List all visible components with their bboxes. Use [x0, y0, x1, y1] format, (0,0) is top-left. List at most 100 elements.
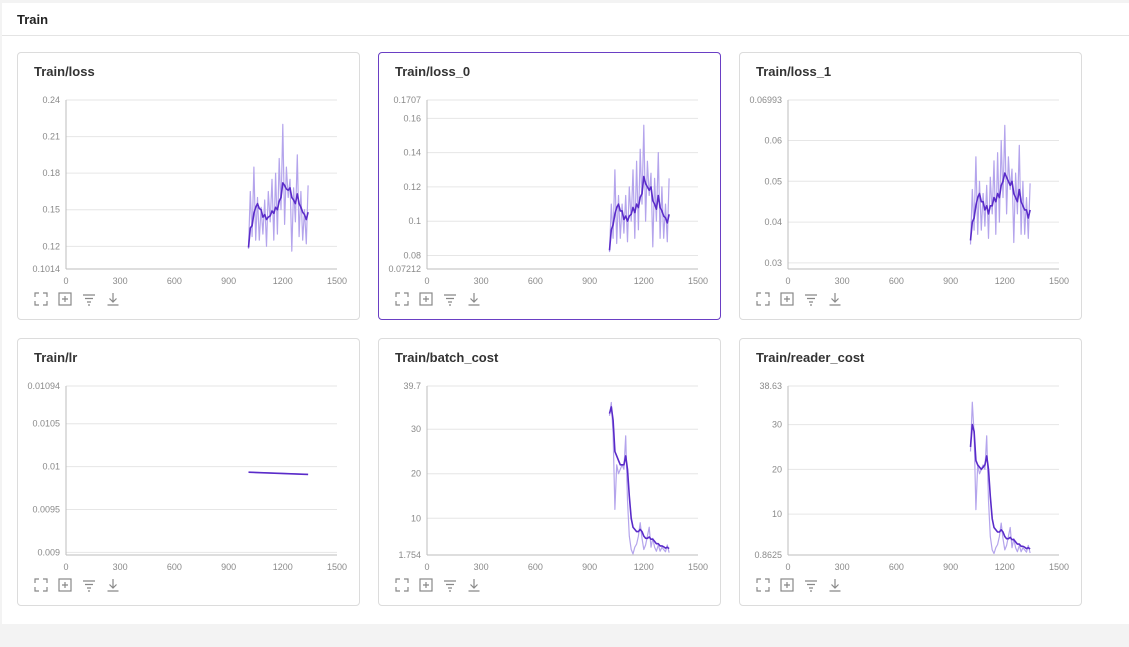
download-icon[interactable] — [105, 291, 121, 307]
expand-icon[interactable] — [755, 577, 771, 593]
x-tick-label: 600 — [167, 276, 182, 286]
chart-card[interactable]: Train/loss 0.24 0.21 0.18 0.15 0.12 0.1014 0 300… — [17, 52, 360, 320]
raw-series-line — [247, 123, 309, 252]
raw-series-line — [608, 124, 670, 253]
x-tick-label: 0 — [63, 562, 68, 572]
download-icon[interactable] — [827, 577, 843, 593]
fit-icon[interactable] — [57, 291, 73, 307]
x-tick-label: 1500 — [688, 562, 708, 572]
x-tick-label: 600 — [889, 562, 904, 572]
filter-icon[interactable] — [442, 577, 458, 593]
y-tick-label: 38.63 — [759, 381, 782, 391]
x-tick-label: 300 — [113, 276, 128, 286]
chart-toolbar — [755, 291, 843, 307]
y-tick-label: 30 — [411, 424, 421, 434]
filter-icon[interactable] — [442, 291, 458, 307]
x-tick-label: 1200 — [995, 562, 1015, 572]
y-tick-label: 10 — [772, 509, 782, 519]
y-tick-label: 0.01 — [42, 462, 60, 472]
y-tick-label: 0.03 — [764, 258, 782, 268]
y-tick-label: 0.14 — [403, 148, 421, 158]
download-icon[interactable] — [466, 577, 482, 593]
download-icon[interactable] — [466, 291, 482, 307]
y-tick-label: 0.08 — [403, 250, 421, 260]
chart-card[interactable]: Train/loss_0 0.1707 0.16 0.14 0.12 0.1 0.08 0.0… — [378, 52, 721, 320]
x-tick-label: 0 — [785, 562, 790, 572]
chart-card[interactable]: Train/lr 0.01094 0.0105 0.01 0.0095 0.009 0 300… — [17, 338, 360, 606]
raw-series-line — [969, 124, 1031, 245]
chart-toolbar — [33, 577, 121, 593]
x-tick-label: 900 — [943, 562, 958, 572]
x-tick-label: 1500 — [688, 276, 708, 286]
x-tick-label: 1500 — [1049, 562, 1069, 572]
chart-title: Train/loss_1 — [756, 64, 832, 79]
chart-toolbar — [394, 577, 482, 593]
y-tick-label: 0.1707 — [393, 95, 421, 105]
y-tick-label: 20 — [772, 464, 782, 474]
fit-icon[interactable] — [779, 291, 795, 307]
chart-card[interactable]: Train/loss_1 0.06993 0.06 0.05 0.04 0.03 0 300 6… — [739, 52, 1082, 320]
chart-title: Train/loss_0 — [395, 64, 471, 79]
x-tick-label: 0 — [63, 276, 68, 286]
y-tick-label: 0.15 — [42, 205, 60, 215]
filter-icon[interactable] — [81, 577, 97, 593]
y-tick-label: 0.06993 — [749, 95, 782, 105]
filter-icon[interactable] — [803, 577, 819, 593]
smoothed-series-line — [608, 175, 670, 251]
y-tick-label: 0.01094 — [27, 381, 60, 391]
y-tick-label: 0.05 — [764, 176, 782, 186]
x-tick-label: 0 — [424, 276, 429, 286]
y-tick-label: 0.12 — [403, 182, 421, 192]
expand-icon[interactable] — [33, 291, 49, 307]
x-tick-label: 1200 — [273, 276, 293, 286]
x-tick-label: 1200 — [634, 562, 654, 572]
x-tick-label: 900 — [221, 276, 236, 286]
smoothed-series-line — [247, 182, 309, 248]
smoothed-series-line — [248, 471, 309, 476]
expand-icon[interactable] — [33, 577, 49, 593]
y-tick-label: 0.04 — [764, 217, 782, 227]
y-tick-label: 0.1 — [408, 216, 421, 226]
expand-icon[interactable] — [394, 577, 410, 593]
chart-title: Train/batch_cost — [395, 350, 499, 365]
x-tick-label: 900 — [582, 562, 597, 572]
y-tick-label: 20 — [411, 469, 421, 479]
y-tick-label: 39.7 — [403, 381, 421, 391]
chart-card[interactable]: Train/reader_cost 38.63 30 20 10 0.8625 0 300 60… — [739, 338, 1082, 606]
x-tick-label: 600 — [167, 562, 182, 572]
filter-icon[interactable] — [803, 291, 819, 307]
y-tick-label: 10 — [411, 513, 421, 523]
x-tick-label: 1500 — [327, 562, 347, 572]
fit-icon[interactable] — [418, 577, 434, 593]
fit-icon[interactable] — [57, 577, 73, 593]
x-tick-label: 600 — [528, 562, 543, 572]
download-icon[interactable] — [827, 291, 843, 307]
y-tick-label: 0.21 — [42, 132, 60, 142]
chart-card[interactable]: Train/batch_cost 39.7 30 20 10 1.754 0 300 600 90… — [378, 338, 721, 606]
x-tick-label: 900 — [582, 276, 597, 286]
chart-title: Train/reader_cost — [756, 350, 865, 365]
section-title: Train — [2, 3, 1129, 36]
x-tick-label: 1200 — [273, 562, 293, 572]
expand-icon[interactable] — [394, 291, 410, 307]
smoothed-series-line — [608, 406, 670, 550]
line-chart: 0.06993 0.06 0.05 0.04 0.030 300 600 900 1200 150… — [749, 95, 1069, 286]
chart-toolbar — [394, 291, 482, 307]
filter-icon[interactable] — [81, 291, 97, 307]
y-tick-label: 0.8625 — [754, 550, 782, 560]
y-tick-label: 0.24 — [42, 95, 60, 105]
y-tick-label: 0.0105 — [32, 419, 60, 429]
fit-icon[interactable] — [779, 577, 795, 593]
y-tick-label: 1.754 — [398, 550, 421, 560]
x-tick-label: 300 — [474, 562, 489, 572]
expand-icon[interactable] — [755, 291, 771, 307]
y-tick-label: 0.16 — [403, 113, 421, 123]
x-tick-label: 300 — [835, 276, 850, 286]
fit-icon[interactable] — [418, 291, 434, 307]
y-tick-label: 30 — [772, 420, 782, 430]
chart-title: Train/loss — [34, 64, 95, 79]
download-icon[interactable] — [105, 577, 121, 593]
